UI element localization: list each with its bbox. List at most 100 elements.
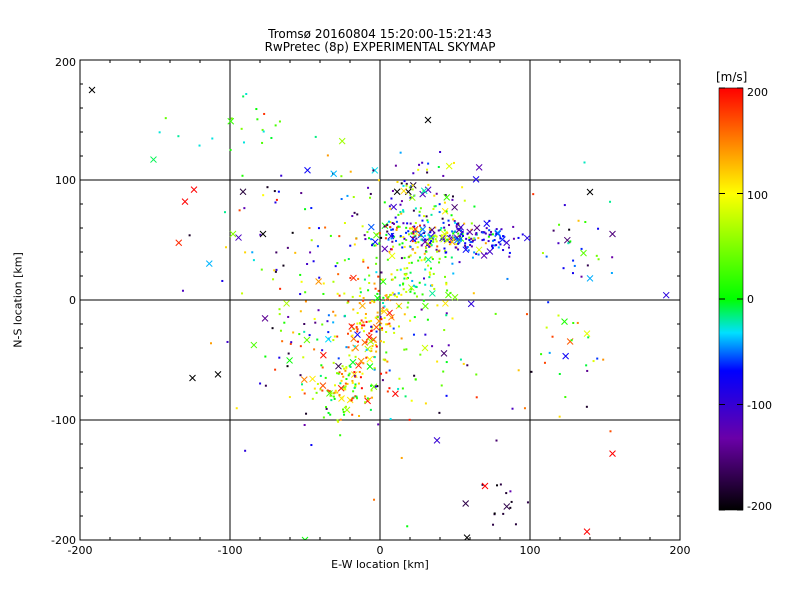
data-point xyxy=(405,184,408,187)
data-point xyxy=(341,396,344,399)
data-point xyxy=(299,374,302,377)
data-point xyxy=(602,358,605,361)
data-point xyxy=(321,366,324,369)
data-point xyxy=(502,512,505,515)
data-point xyxy=(492,523,495,526)
data-point xyxy=(435,192,438,195)
data-point xyxy=(409,185,412,188)
data-point xyxy=(339,434,342,437)
data-point xyxy=(337,420,340,423)
data-point xyxy=(385,233,388,236)
data-point xyxy=(391,228,394,231)
data-point xyxy=(442,238,445,241)
data-point-x xyxy=(457,224,465,231)
data-point xyxy=(324,226,327,229)
data-point xyxy=(336,335,339,338)
data-point xyxy=(397,213,400,216)
data-point xyxy=(397,225,400,228)
data-point xyxy=(409,271,412,274)
data-point xyxy=(278,356,281,359)
data-point-x xyxy=(337,384,345,392)
data-point xyxy=(424,283,427,286)
data-point xyxy=(438,211,441,214)
data-point xyxy=(379,315,382,318)
data-point xyxy=(314,321,317,324)
data-point xyxy=(475,252,478,255)
data-point xyxy=(471,240,474,243)
data-point xyxy=(441,217,444,220)
data-point xyxy=(428,228,431,231)
data-point xyxy=(358,414,361,417)
data-point xyxy=(410,261,413,264)
data-point xyxy=(303,423,306,426)
data-point-x xyxy=(150,156,157,163)
data-point-x xyxy=(473,224,481,232)
data-point xyxy=(386,258,389,261)
data-point xyxy=(353,243,356,246)
data-point xyxy=(440,234,443,237)
data-point xyxy=(419,353,422,356)
data-point xyxy=(310,239,313,242)
data-point xyxy=(310,207,313,210)
data-point xyxy=(583,161,586,164)
data-point xyxy=(423,252,426,255)
data-point-x xyxy=(250,341,258,349)
data-point xyxy=(362,321,365,324)
data-point xyxy=(377,423,380,426)
data-point xyxy=(401,242,404,245)
data-point xyxy=(342,408,345,411)
data-point-x xyxy=(386,309,393,317)
data-point xyxy=(362,296,365,299)
data-point-x xyxy=(214,371,222,378)
data-point-x xyxy=(420,187,428,195)
data-point xyxy=(400,182,403,185)
data-point xyxy=(435,248,438,251)
data-point xyxy=(330,399,333,402)
data-point xyxy=(457,248,460,251)
data-point xyxy=(286,246,289,249)
data-point xyxy=(428,245,431,248)
data-point xyxy=(393,235,396,238)
data-point xyxy=(255,108,258,111)
data-point xyxy=(412,209,415,212)
data-point xyxy=(525,313,528,316)
data-point-x xyxy=(486,248,494,255)
data-point xyxy=(454,221,457,224)
data-point-x xyxy=(462,500,470,507)
data-point-x xyxy=(417,231,425,239)
data-point xyxy=(241,292,244,295)
data-point xyxy=(398,377,401,380)
data-point-x xyxy=(424,186,432,194)
data-point xyxy=(300,280,303,283)
data-point xyxy=(433,205,436,208)
data-point-x xyxy=(388,313,395,321)
data-point xyxy=(411,240,414,243)
data-point xyxy=(373,368,376,371)
data-point-x xyxy=(443,194,451,201)
data-point xyxy=(367,266,370,269)
data-point xyxy=(399,234,402,237)
data-point xyxy=(355,326,358,329)
data-point xyxy=(379,340,382,343)
data-point xyxy=(272,278,275,281)
data-point xyxy=(352,328,355,331)
data-point xyxy=(551,335,554,338)
data-point xyxy=(359,376,362,379)
data-point xyxy=(442,221,445,224)
data-point xyxy=(460,233,463,236)
data-point xyxy=(426,244,429,247)
data-point xyxy=(375,271,378,274)
data-point xyxy=(420,235,423,238)
data-point-x xyxy=(304,166,311,174)
data-point xyxy=(371,300,374,303)
data-point xyxy=(321,323,324,326)
data-point xyxy=(454,230,457,233)
data-point xyxy=(242,141,245,144)
data-point xyxy=(463,222,466,225)
data-point xyxy=(375,330,378,333)
data-point xyxy=(291,231,294,234)
data-point xyxy=(488,233,491,236)
data-point xyxy=(413,316,416,319)
data-point-x xyxy=(494,230,502,238)
data-point xyxy=(450,214,453,217)
